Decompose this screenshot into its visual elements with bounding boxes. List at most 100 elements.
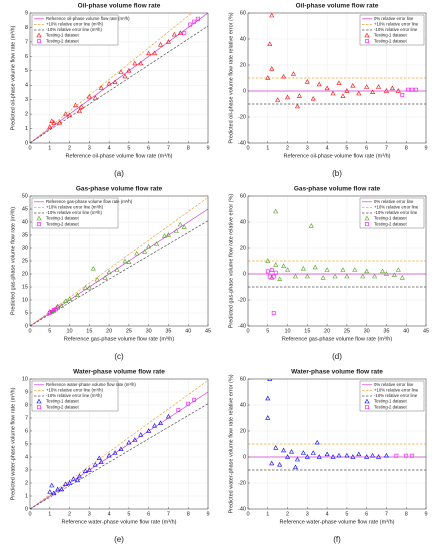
point [404,453,409,458]
point [414,87,419,92]
point [126,439,132,445]
y-tick-label: 6 [25,428,28,434]
y-tick-label: 20 [240,428,246,434]
caption: (f) [333,535,341,544]
legend-label: -10% relative error line (m³/h) [46,393,102,398]
chart-title: Oil-phase volume flow rate [296,3,379,10]
legend-box [359,14,425,46]
legend-box [31,14,119,46]
point [395,267,401,272]
x-tick-label: 20 [106,328,112,334]
point [165,232,171,237]
point [49,482,55,488]
plot-content [248,13,426,109]
point [96,455,102,460]
point [269,275,275,280]
x-tick-label: 40 [403,328,409,334]
point [181,224,187,229]
legend-box [31,197,119,229]
legend: 0% relative error line+10% relative erro… [359,14,425,46]
point [177,221,183,227]
x-tick-label: 6 [147,511,150,517]
point [82,285,88,290]
point [47,310,52,315]
x-tick-label: 7 [167,511,170,517]
legend-swatch [36,215,42,221]
point [265,75,271,80]
y-tick-label: -40 [238,506,246,512]
point [67,296,73,301]
point [364,84,370,89]
point [55,305,60,310]
y-tick-label: 60 [240,10,246,16]
x-tick-label: 9 [424,511,427,517]
x-tick-label: 5 [345,511,348,517]
x-tick-label: 35 [165,328,171,334]
point [122,258,128,264]
x-tick-label: 1 [48,511,51,517]
legend-label: +10% relative error line (m³/h) [46,22,104,27]
legend-swatch [365,39,369,44]
point [285,454,291,459]
point [267,379,273,381]
point [273,262,279,267]
point [138,432,144,437]
point [383,88,389,93]
y-tick-label: 40 [240,36,246,42]
legend-box [31,380,119,412]
point [312,264,318,270]
x-tick-label: 9 [424,145,427,151]
legend-label: -10% relative error line (m³/h) [46,27,102,32]
y-tick-label: 7 [25,39,28,45]
point [269,66,275,71]
point [74,477,80,483]
panel: 0 1 2 3 4 5 6 7 8 9 -40 -20 0 20 40 60 Water-phase volum… [228,369,427,544]
point [78,104,84,109]
x-tick-label: 8 [187,511,190,517]
x-tick-label: 30 [364,328,370,334]
point [265,258,271,263]
reference-line [30,197,208,326]
x-tick-label: 1 [266,145,269,151]
x-tick-label: 9 [206,511,209,517]
point [285,94,291,100]
point [59,486,65,492]
point [350,454,356,459]
legend-label: 0% relative error line [374,16,414,21]
y-tick-label: 3 [25,467,28,473]
point [340,267,346,272]
point [269,268,274,273]
point [289,448,295,454]
point [51,119,57,125]
x-tick-label: 4 [108,511,111,517]
x-tick-label: 10 [284,328,290,334]
point [292,464,298,470]
point [165,413,171,419]
point [273,445,279,450]
y-axis-label: Predicted water-phase volume flow rate (… [10,387,16,500]
point [106,269,112,275]
point [410,453,415,458]
legend-swatch [36,398,42,404]
point [330,454,336,459]
legend-label: Testing-2 dataset [374,38,408,43]
y-tick-label: -40 [238,323,246,329]
point [285,267,291,272]
point [336,452,342,458]
legend-label: +10% relative error line [374,388,419,393]
y-tick-label: 60 [240,193,246,199]
x-tick-label: 1 [48,145,51,151]
point [74,292,80,298]
y-tick-label: 7 [25,415,28,421]
point [352,267,358,272]
point [171,31,177,37]
y-tick-label: 9 [25,389,28,395]
legend-label: Testing-1 dataset [374,33,408,38]
point [277,276,283,281]
y-tick-label: 5 [25,68,28,74]
caption: (b) [332,169,342,178]
x-tick-label: 7 [385,145,388,151]
x-tick-label: 8 [405,145,408,151]
point [300,450,306,455]
